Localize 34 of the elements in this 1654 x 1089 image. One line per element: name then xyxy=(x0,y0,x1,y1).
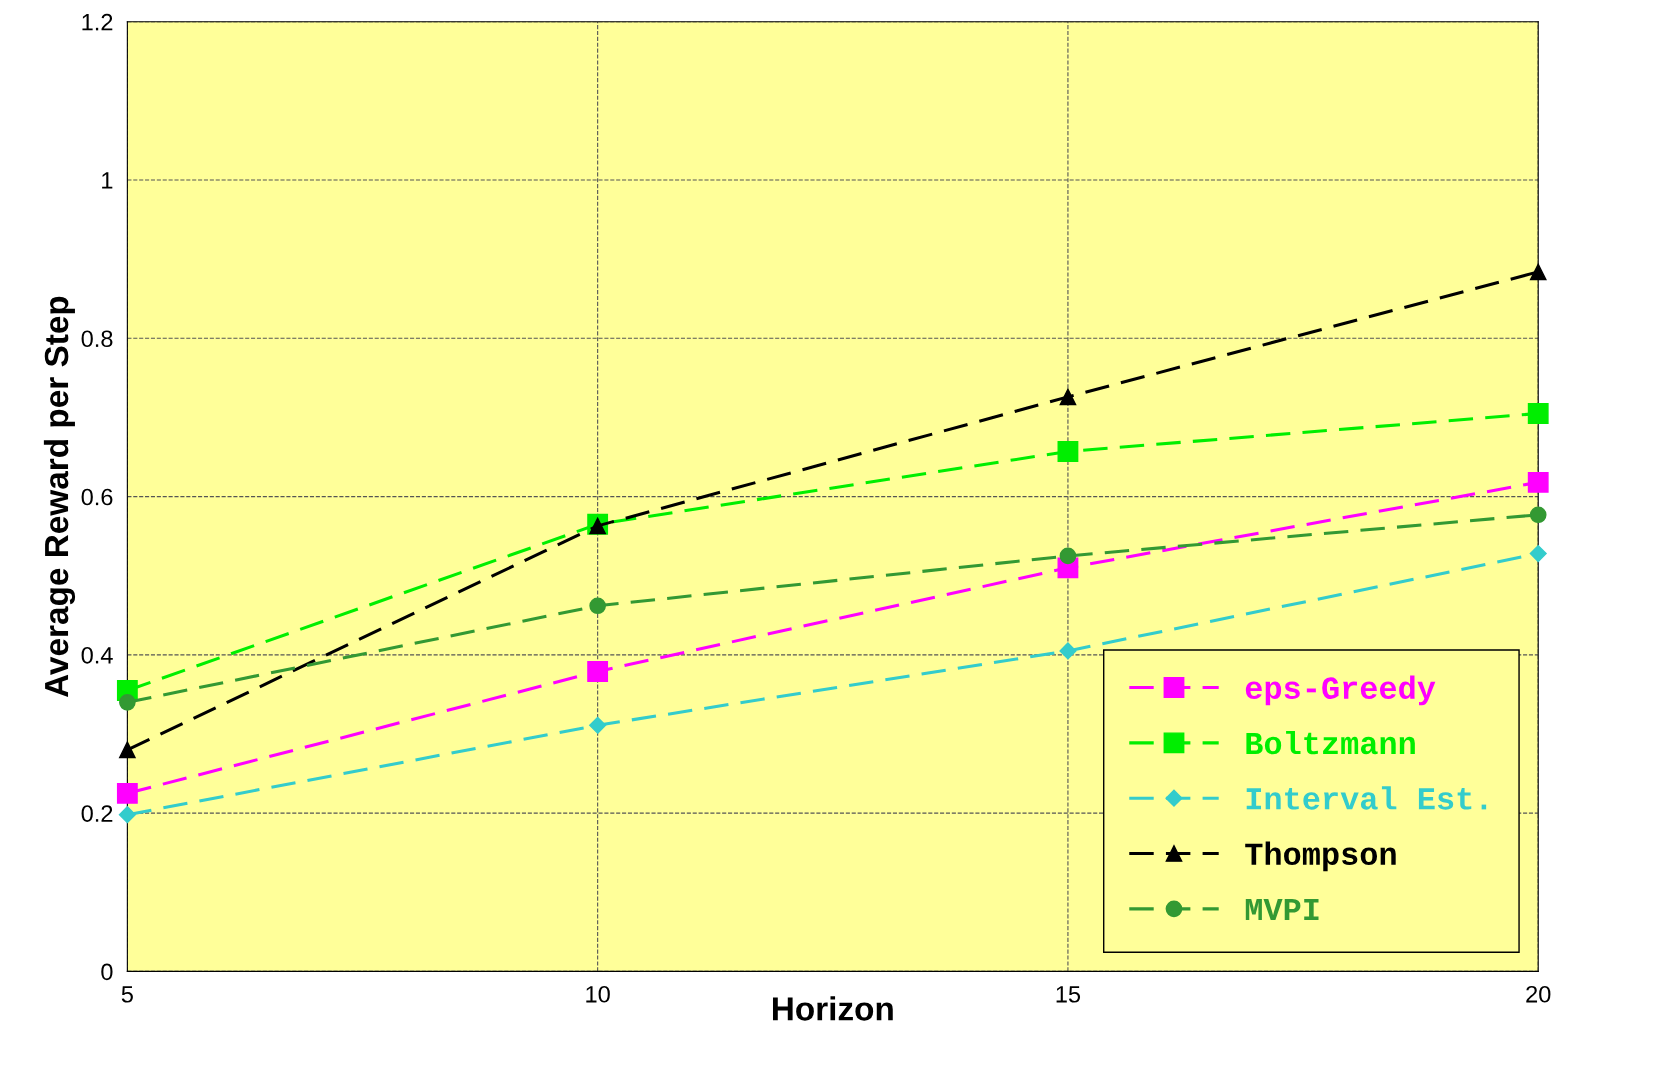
legend-label: eps-Greedy xyxy=(1245,675,1436,706)
y-tick-label: 0.6 xyxy=(81,488,113,506)
x-axis-title: Horizon xyxy=(772,996,893,1021)
point xyxy=(118,806,136,824)
x-tick-label: 10 xyxy=(586,985,610,1003)
point xyxy=(1529,263,1547,281)
x-tick-label: 5 xyxy=(121,986,133,1003)
point xyxy=(1529,506,1547,524)
legend-label: MVPI xyxy=(1245,898,1319,921)
legend-label: Interval Est. xyxy=(1246,786,1487,810)
point xyxy=(1059,642,1077,660)
y-tick-label: 0.8 xyxy=(81,330,113,348)
point xyxy=(1527,471,1549,493)
point xyxy=(119,693,136,711)
legend-label: Thompson xyxy=(1245,841,1396,872)
point xyxy=(1057,441,1079,462)
point xyxy=(1527,403,1549,424)
point xyxy=(1529,545,1547,563)
x-tick-label: 15 xyxy=(1056,986,1081,1003)
y-tick-label: 1 xyxy=(102,172,113,189)
point xyxy=(116,782,138,804)
y-axis-title: Average Reward per Step xyxy=(43,296,76,698)
legend-label: Boltzmann xyxy=(1246,730,1415,755)
point xyxy=(589,716,607,734)
point xyxy=(587,661,609,682)
point xyxy=(1059,388,1077,406)
y-tick-label: 0.4 xyxy=(81,646,113,664)
y-tick-label: 0.2 xyxy=(81,805,113,822)
point xyxy=(1059,547,1077,565)
y-tick-label: 0 xyxy=(101,963,113,981)
y-tick-label: 1.2 xyxy=(82,13,113,31)
point xyxy=(119,741,136,759)
point xyxy=(589,597,606,615)
x-tick-label: 20 xyxy=(1526,985,1551,1003)
